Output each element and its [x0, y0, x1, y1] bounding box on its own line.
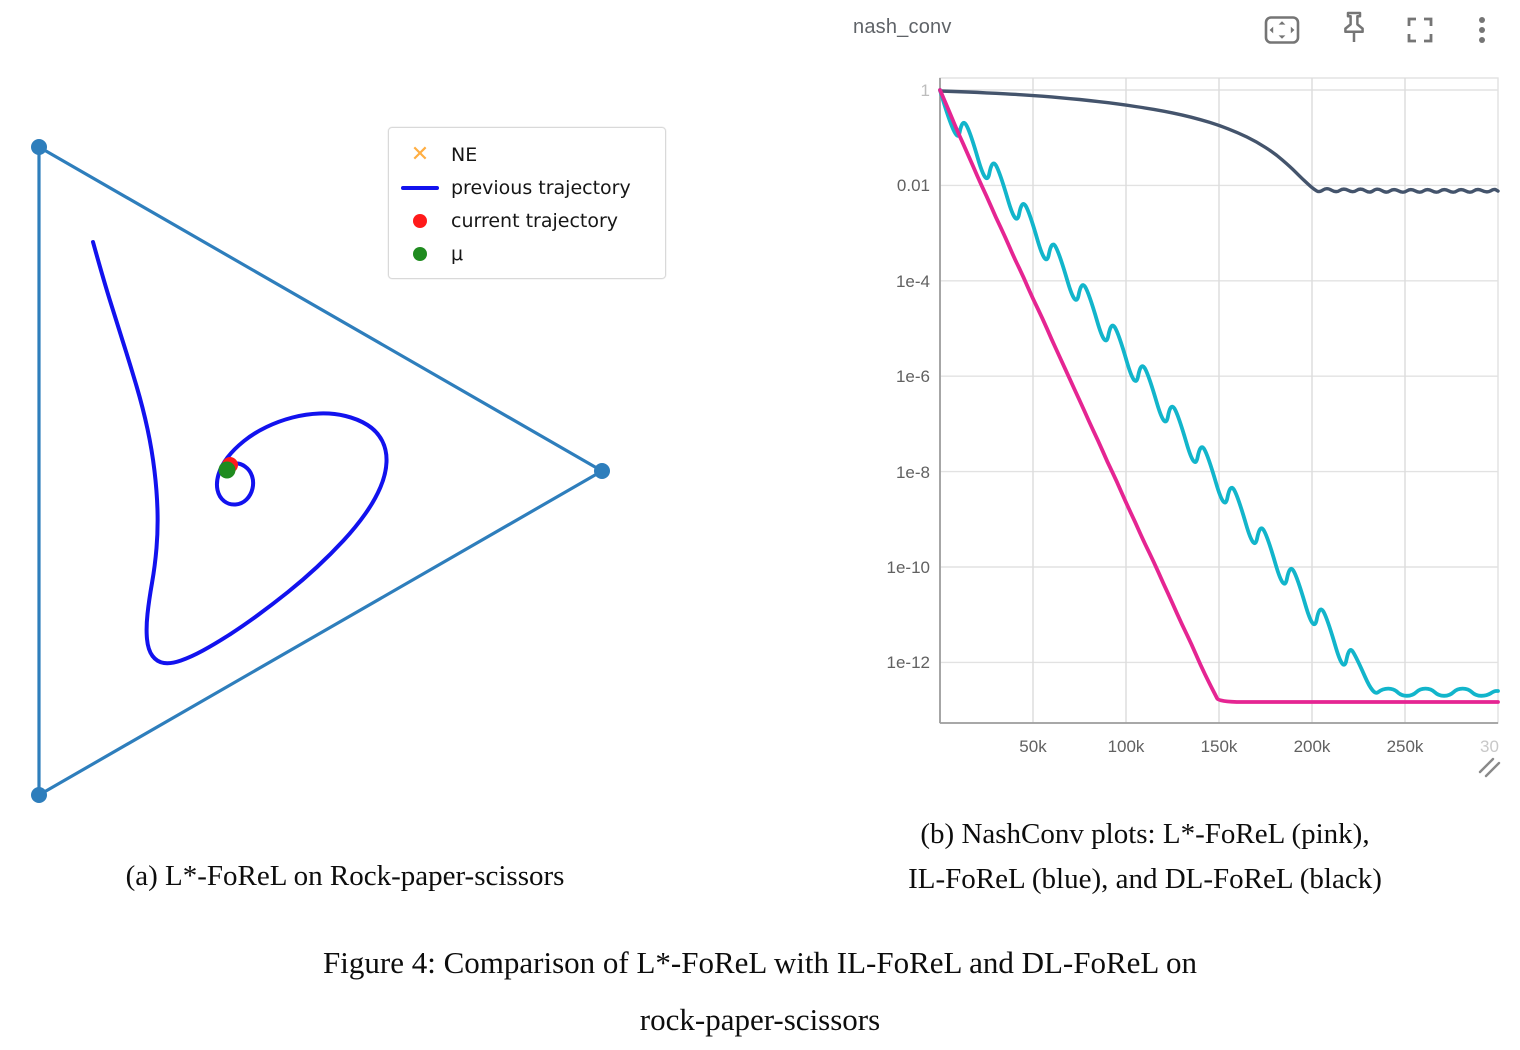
chart-title: nash_conv — [853, 16, 952, 38]
y-tick: 1e-10 — [887, 558, 930, 577]
triangle-vertex-2 — [31, 787, 47, 803]
figure-caption: Figure 4: Comparison of L*-FoReL with IL… — [110, 934, 1410, 1048]
y-tick: 1 — [921, 81, 930, 100]
fullscreen-icon — [1407, 17, 1433, 43]
legend-item-ne: ✕ NE — [389, 138, 665, 171]
caption-b: (b) NashConv plots: L*-FoReL (pink), IL-… — [795, 812, 1495, 902]
triangle-vertex-1 — [594, 463, 610, 479]
figure-caption-line1: Figure 4: Comparison of L*-FoReL with IL… — [323, 945, 1197, 980]
y-tick-labels: 1 0.01 1e-4 1e-6 1e-8 1e-10 1e-12 — [887, 81, 930, 672]
more-options-button[interactable] — [1462, 8, 1502, 52]
fit-to-data-button[interactable] — [1258, 8, 1306, 52]
more-vert-icon — [1479, 17, 1485, 43]
caption-b-line2: IL-FoReL (blue), and DL-FoReL (black) — [908, 863, 1382, 895]
legend-label: previous trajectory — [451, 176, 631, 199]
legend-label: current trajectory — [451, 209, 619, 232]
previous-trajectory-path — [91, 240, 389, 666]
dl-forel-curve — [938, 89, 1500, 194]
il-forel-curve — [938, 88, 1500, 698]
mu-marker — [218, 461, 236, 479]
red-dot-icon — [413, 213, 427, 228]
nash-conv-chart: 1 0.01 1e-4 1e-6 1e-8 1e-10 1e-12 50k 10… — [887, 77, 1501, 778]
y-tick: 0.01 — [897, 176, 930, 195]
pin-button[interactable] — [1330, 8, 1378, 52]
simplex-plot — [31, 139, 610, 803]
y-tick: 1e-4 — [896, 272, 930, 291]
legend-item-mu: μ — [389, 237, 665, 270]
x-tick: 250k — [1387, 737, 1424, 756]
caption-a: (a) L*-FoReL on Rock-paper-scissors — [125, 860, 565, 892]
legend-label: μ — [451, 242, 464, 265]
l-star-forel-curve — [938, 88, 1500, 704]
figure-caption-line2: rock-paper-scissors — [639, 1002, 881, 1037]
y-tick: 1e-6 — [896, 367, 930, 386]
resize-handle-icon[interactable] — [1478, 757, 1501, 778]
line-swatch-icon — [401, 185, 439, 190]
simplex-legend: ✕ NE previous trajectory current traject… — [388, 127, 666, 279]
x-tick-clipped: 30 — [1480, 737, 1499, 756]
y-tick: 1e-8 — [896, 463, 930, 482]
green-dot-icon — [413, 246, 427, 261]
fullscreen-button[interactable] — [1396, 8, 1444, 52]
x-tick: 150k — [1201, 737, 1238, 756]
ne-x-icon: ✕ — [410, 141, 430, 167]
legend-item-current-trajectory: current trajectory — [389, 204, 665, 237]
x-tick: 100k — [1108, 737, 1145, 756]
vertical-gridlines — [1032, 78, 1406, 723]
caption-b-line1: (b) NashConv plots: L*-FoReL (pink), — [920, 818, 1370, 850]
x-tick: 50k — [1019, 737, 1047, 756]
fit-to-data-icon — [1264, 16, 1300, 44]
y-tick: 1e-12 — [887, 653, 930, 672]
simplex-triangle — [37, 145, 604, 797]
legend-label: NE — [451, 143, 478, 166]
legend-item-previous-trajectory: previous trajectory — [389, 171, 665, 204]
x-tick: 200k — [1294, 737, 1331, 756]
x-tick-labels: 50k 100k 150k 200k 250k 30 — [1019, 737, 1499, 756]
triangle-vertex-0 — [31, 139, 47, 155]
pin-icon — [1344, 11, 1364, 42]
